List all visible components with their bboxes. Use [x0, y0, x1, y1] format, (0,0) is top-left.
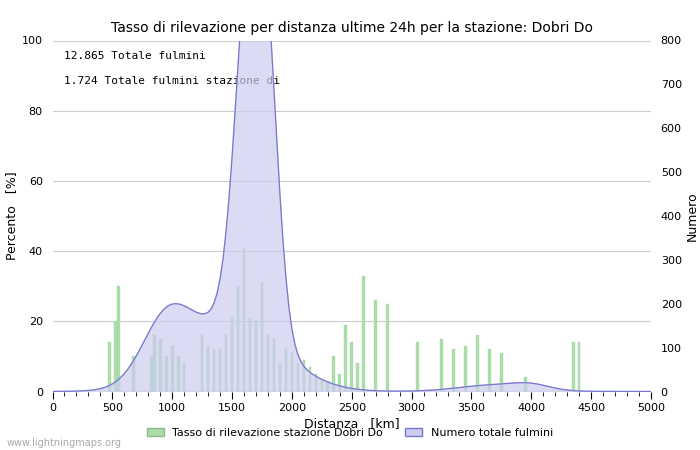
- Bar: [464, 346, 467, 392]
- Bar: [267, 335, 270, 392]
- Bar: [332, 356, 335, 392]
- Bar: [314, 374, 317, 392]
- Bar: [132, 356, 134, 392]
- Text: 1.724 Totale fulmini stazione di: 1.724 Totale fulmini stazione di: [64, 76, 281, 86]
- Bar: [213, 349, 216, 392]
- Bar: [177, 356, 179, 392]
- Bar: [452, 349, 455, 392]
- Legend: Tasso di rilevazione stazione Dobri Do, Numero totale fulmini: Tasso di rilevazione stazione Dobri Do, …: [142, 423, 558, 442]
- Bar: [114, 321, 117, 392]
- Bar: [321, 381, 323, 392]
- Bar: [488, 349, 491, 392]
- Bar: [326, 381, 329, 392]
- Bar: [351, 342, 353, 392]
- Bar: [476, 335, 479, 392]
- Bar: [159, 339, 162, 392]
- Text: www.lightningmaps.org: www.lightningmaps.org: [7, 438, 122, 448]
- Bar: [272, 339, 275, 392]
- Bar: [578, 342, 580, 392]
- Bar: [171, 346, 174, 392]
- Bar: [363, 276, 365, 392]
- Text: 12.865 Totale fulmini: 12.865 Totale fulmini: [64, 51, 206, 61]
- Bar: [150, 356, 153, 392]
- Bar: [339, 374, 341, 392]
- Bar: [248, 318, 251, 392]
- Bar: [302, 360, 305, 392]
- Bar: [231, 318, 233, 392]
- Bar: [183, 364, 186, 392]
- Bar: [206, 346, 209, 392]
- Bar: [165, 356, 167, 392]
- X-axis label: Distanza   [km]: Distanza [km]: [304, 418, 400, 431]
- Bar: [524, 378, 526, 392]
- Bar: [386, 304, 389, 392]
- Bar: [237, 286, 239, 392]
- Bar: [440, 339, 443, 392]
- Bar: [108, 342, 111, 392]
- Bar: [344, 325, 347, 392]
- Bar: [279, 364, 281, 392]
- Bar: [255, 321, 258, 392]
- Bar: [243, 248, 245, 392]
- Y-axis label: Numero: Numero: [686, 191, 699, 241]
- Bar: [290, 353, 293, 392]
- Y-axis label: Percento   [%]: Percento [%]: [5, 172, 18, 260]
- Bar: [117, 286, 120, 392]
- Bar: [297, 364, 299, 392]
- Bar: [201, 335, 204, 392]
- Title: Tasso di rilevazione per distanza ultime 24h per la stazione: Dobri Do: Tasso di rilevazione per distanza ultime…: [111, 21, 593, 35]
- Bar: [356, 364, 359, 392]
- Bar: [500, 353, 503, 392]
- Bar: [309, 367, 312, 392]
- Bar: [219, 349, 221, 392]
- Bar: [374, 300, 377, 392]
- Bar: [225, 335, 228, 392]
- Bar: [285, 349, 287, 392]
- Bar: [153, 335, 155, 392]
- Bar: [416, 342, 419, 392]
- Bar: [260, 283, 263, 392]
- Bar: [572, 342, 575, 392]
